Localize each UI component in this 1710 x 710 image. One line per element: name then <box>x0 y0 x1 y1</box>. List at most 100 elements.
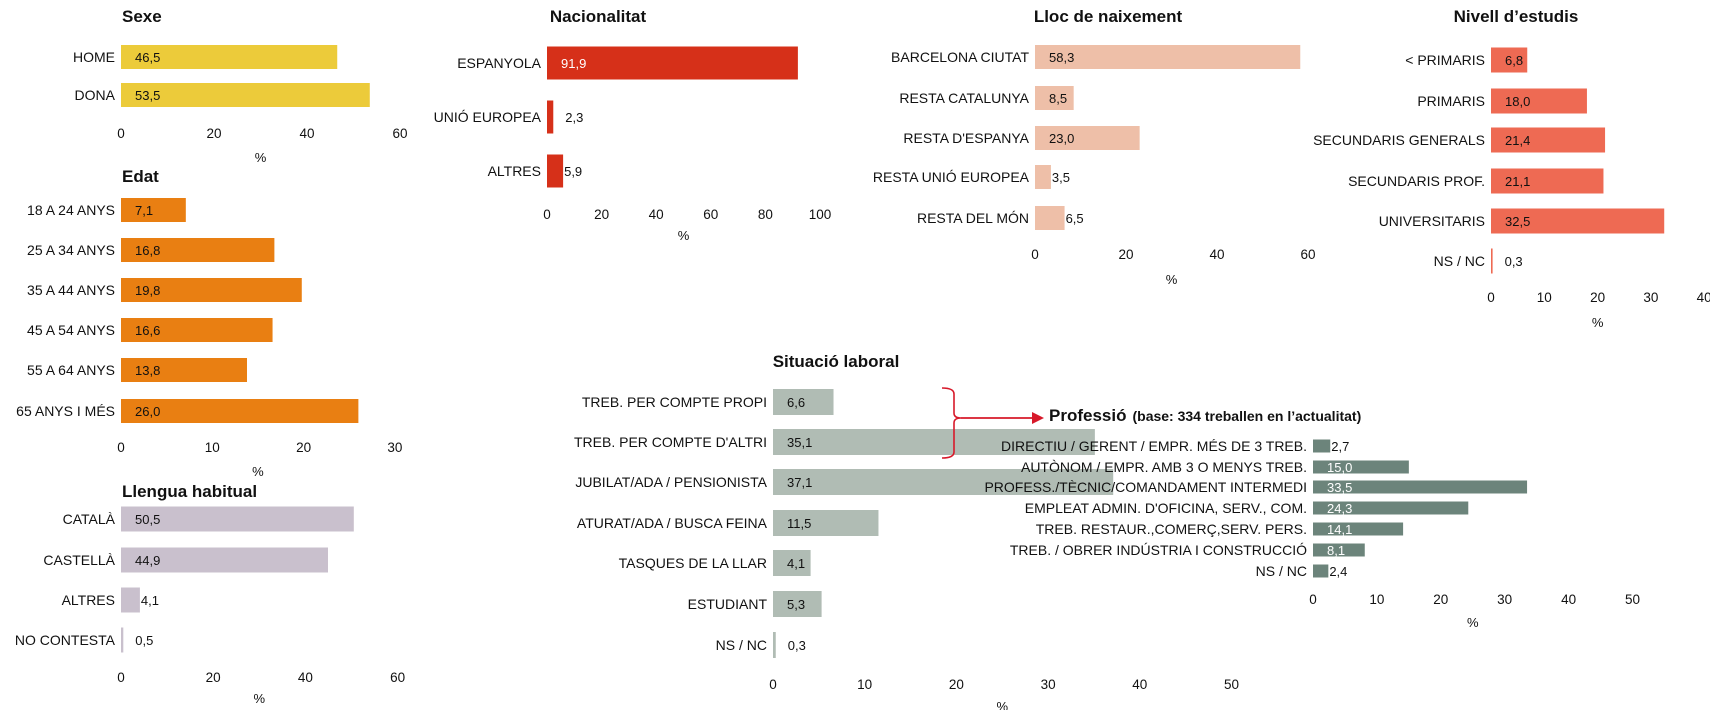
axis-tick-label: 0 <box>117 440 125 455</box>
data-label: 26,0 <box>135 404 160 419</box>
axis-unit-label: % <box>1592 315 1604 330</box>
category-label: RESTA UNIÓ EUROPEA <box>873 169 1030 185</box>
category-label: PROFESS./TÈCNIC/COMANDAMENT INTERMEDI <box>984 479 1307 495</box>
bar <box>773 632 776 658</box>
chart-title: Nacionalitat <box>550 7 647 26</box>
bar <box>1035 86 1074 110</box>
axis-tick-label: 0 <box>1487 290 1495 305</box>
bar <box>773 591 822 617</box>
category-label: SECUNDARIS GENERALS <box>1313 132 1485 148</box>
bar <box>121 278 302 302</box>
axis-unit-label: % <box>1166 272 1178 287</box>
chart-title: Professió (base: 334 treballen en l’actua… <box>1049 406 1361 425</box>
chart-title: Sexe <box>122 7 162 26</box>
axis-tick-label: 40 <box>1561 592 1576 607</box>
category-label: 55 A 64 ANYS <box>27 362 115 378</box>
data-label: 8,1 <box>1327 543 1345 558</box>
chart-professio: Professió (base: 334 treballen en l’actua… <box>984 406 1640 630</box>
category-label: < PRIMARIS <box>1405 52 1485 68</box>
data-label: 2,3 <box>565 110 583 125</box>
data-label: 0,3 <box>788 638 806 653</box>
category-label: SECUNDARIS PROF. <box>1348 173 1485 189</box>
axis-tick-label: 0 <box>769 677 777 692</box>
data-label: 5,9 <box>564 164 582 179</box>
category-label: TREB. / OBRER INDÚSTRIA I CONSTRUCCIÓ <box>1010 542 1307 558</box>
category-label: RESTA D'ESPANYA <box>903 130 1029 146</box>
bar <box>1313 480 1528 494</box>
data-label: 0,5 <box>135 633 153 648</box>
bar <box>1491 168 1604 194</box>
bar <box>121 318 273 342</box>
data-label: 21,4 <box>1505 133 1530 148</box>
chart-edat: Edat 18 A 24 ANYS 7,1 25 A 34 ANYS 16,8 35 A … <box>16 167 402 479</box>
data-label: 50,5 <box>135 512 160 527</box>
axis-tick-label: 20 <box>1433 592 1448 607</box>
bar <box>773 469 1114 495</box>
data-label: 5,3 <box>787 597 805 612</box>
axis-tick-label: 0 <box>1031 247 1039 262</box>
data-label: 6,6 <box>787 395 805 410</box>
chart-title: Edat <box>122 167 159 186</box>
category-label: TREB. RESTAUR.,COMERÇ,SERV. PERS. <box>1036 521 1307 537</box>
data-label: 13,8 <box>135 363 160 378</box>
axis-tick-label: 20 <box>206 126 221 141</box>
bar <box>121 627 124 653</box>
chart-lloc-de-naixement: Lloc de naixement BARCELONA CIUTAT 58,3 RES… <box>873 7 1316 287</box>
category-label: ESTUDIANT <box>688 596 768 612</box>
data-label: 6,8 <box>1505 53 1523 68</box>
axis-tick-label: 10 <box>1369 592 1384 607</box>
category-label: DIRECTIU / GERENT / EMPR. MÉS DE 3 TREB. <box>1001 438 1307 454</box>
bar <box>773 389 834 415</box>
bar <box>1491 208 1665 234</box>
category-label: CASTELLÀ <box>43 552 115 568</box>
bar <box>1491 47 1528 73</box>
axis-unit-label: % <box>252 464 264 479</box>
axis-tick-label: 60 <box>392 126 407 141</box>
axis-tick-label: 10 <box>1537 290 1552 305</box>
bar <box>1313 543 1365 557</box>
axis-tick-label: 30 <box>1497 592 1512 607</box>
category-label: EMPLEAT ADMIN. D'OFICINA, SERV., COM. <box>1025 500 1307 516</box>
axis-tick-label: 40 <box>299 126 314 141</box>
data-label: 7,1 <box>135 203 153 218</box>
category-label: TREB. PER COMPTE D'ALTRI <box>574 434 767 450</box>
data-label: 91,9 <box>561 56 586 71</box>
axis-tick-label: 20 <box>594 207 609 222</box>
category-label: ALTRES <box>488 163 541 179</box>
category-label: NS / NC <box>1256 563 1307 579</box>
category-label: 45 A 54 ANYS <box>27 322 115 338</box>
category-label: UNIÓ EUROPEA <box>434 109 542 125</box>
bar <box>121 238 275 262</box>
data-label: 0,3 <box>1505 254 1523 269</box>
bar <box>121 547 328 573</box>
axis-tick-label: 40 <box>1209 247 1224 262</box>
data-label: 14,1 <box>1327 522 1352 537</box>
bar <box>121 358 247 382</box>
axis-tick-label: 20 <box>206 670 221 685</box>
bar <box>547 46 798 80</box>
bar <box>1035 126 1140 150</box>
bar <box>1035 206 1065 230</box>
axis-unit-label: % <box>1467 615 1479 630</box>
axis-tick-label: 40 <box>649 207 664 222</box>
bar <box>1035 45 1301 69</box>
axis-tick-label: 0 <box>543 207 551 222</box>
category-label: 25 A 34 ANYS <box>27 242 115 258</box>
data-label: 44,9 <box>135 553 160 568</box>
data-label: 4,1 <box>787 556 805 571</box>
chart-title-main: Professió <box>1049 406 1126 425</box>
axis-unit-label: % <box>255 150 267 165</box>
axis-tick-label: 30 <box>387 440 402 455</box>
data-label: 16,6 <box>135 323 160 338</box>
category-label: RESTA CATALUNYA <box>899 90 1029 106</box>
chart-title: Nivell d’estudis <box>1454 7 1579 26</box>
category-label: DONA <box>75 87 116 103</box>
category-label: 35 A 44 ANYS <box>27 282 115 298</box>
bar <box>1491 88 1587 114</box>
chart-situacio-laboral: Situació laboral TREB. PER COMPTE PROPI 6,… <box>574 352 1239 710</box>
data-label: 3,5 <box>1052 170 1070 185</box>
axis-tick-label: 0 <box>1309 592 1317 607</box>
bar <box>1313 439 1331 453</box>
bar <box>547 154 564 188</box>
